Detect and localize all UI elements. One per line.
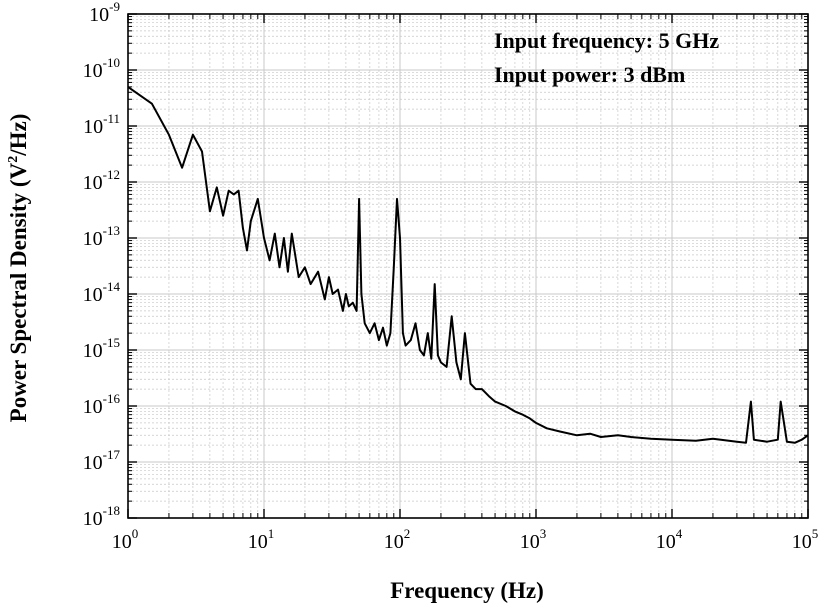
x-tick-label: 105 [792, 526, 819, 553]
annotation-input-power: Input power: 3 dBm [494, 62, 685, 87]
y-tick-base: 10 [83, 228, 103, 250]
y-tick-base: 10 [83, 396, 103, 418]
x-tick-label: 103 [520, 526, 547, 553]
psd-series-line [127, 86, 809, 444]
y-tick-exponent: -16 [103, 391, 121, 406]
y-tick-label: 10-18 [83, 503, 120, 530]
plot-frame [127, 13, 809, 519]
x-tick-base: 10 [656, 531, 676, 553]
y-tick-label: 10-11 [83, 111, 120, 138]
y-tick-base: 10 [89, 4, 109, 26]
y-tick-base: 10 [83, 284, 103, 306]
y-tick-label: 10-15 [83, 335, 120, 362]
y-tick-exponent: -11 [103, 111, 120, 126]
y-tick-exponent: -12 [103, 167, 120, 182]
x-tick-base: 10 [792, 531, 812, 553]
x-tick-exponent: 5 [812, 526, 819, 541]
y-tick-label: 10-13 [83, 223, 120, 250]
y-tick-base: 10 [83, 116, 103, 138]
x-tick-base: 10 [520, 531, 540, 553]
y-tick-exponent: -9 [109, 0, 120, 14]
y-tick-exponent: -15 [103, 335, 120, 350]
grid-layer [128, 14, 808, 518]
y-tick-base: 10 [83, 508, 103, 530]
y-tick-label: 10-9 [89, 0, 120, 26]
x-axis-title: Frequency (Hz) [390, 578, 544, 603]
y-tick-label: 10-10 [83, 55, 120, 82]
x-tick-exponent: 3 [540, 526, 547, 541]
y-tick-label: 10-16 [83, 391, 121, 418]
y-tick-label: 10-14 [83, 279, 121, 306]
x-tick-base: 10 [112, 531, 132, 553]
x-tick-exponent: 4 [676, 526, 683, 541]
annotation-input-frequency: Input frequency: 5 GHz [494, 28, 719, 53]
y-tick-base: 10 [83, 172, 103, 194]
y-tick-label: 10-17 [83, 447, 121, 474]
y-tick-exponent: -13 [103, 223, 120, 238]
y-tick-exponent: -14 [103, 279, 121, 294]
x-tick-exponent: 1 [268, 526, 275, 541]
x-tick-label: 101 [248, 526, 275, 553]
series-layer [127, 86, 809, 444]
x-tick-label: 100 [112, 526, 139, 553]
y-tick-exponent: -17 [103, 447, 121, 462]
y-tick-base: 10 [83, 452, 103, 474]
x-tick-label: 102 [384, 526, 411, 553]
x-tick-base: 10 [384, 531, 404, 553]
labels-layer: 100 101 102 103 104 10510-1810-1710-1610-1510… [83, 0, 819, 553]
y-tick-base: 10 [83, 60, 103, 82]
x-tick-exponent: 0 [132, 526, 139, 541]
x-tick-exponent: 2 [404, 526, 411, 541]
y-tick-exponent: -10 [103, 55, 120, 70]
y-tick-base: 10 [83, 340, 103, 362]
y-axis-title: Power Spectral Density (V2/Hz) [6, 114, 31, 423]
y-tick-exponent: -18 [103, 503, 120, 518]
x-tick-base: 10 [248, 531, 268, 553]
y-tick-label: 10-12 [83, 167, 120, 194]
x-tick-label: 104 [656, 526, 683, 553]
